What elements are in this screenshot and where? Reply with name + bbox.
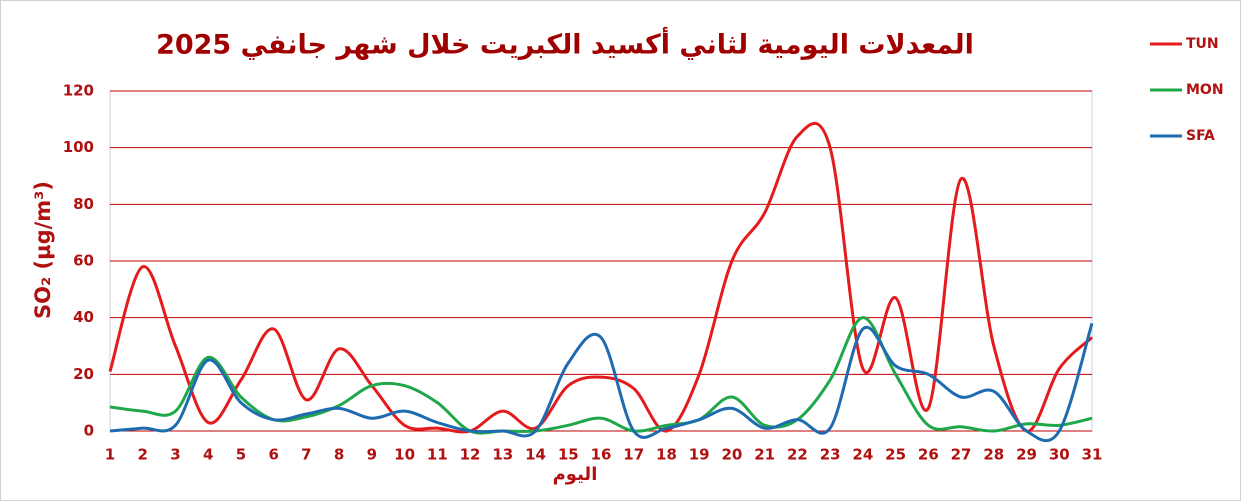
legend-label: TUN	[1186, 36, 1219, 52]
x-tick-label: 17	[623, 446, 644, 464]
x-tick-label: 14	[525, 446, 546, 464]
x-tick-label: 6	[268, 446, 278, 464]
x-tick-label: 26	[918, 446, 939, 464]
x-tick-label: 30	[1049, 446, 1070, 464]
x-tick-label: 1	[105, 446, 115, 464]
x-tick-label: 18	[656, 446, 677, 464]
x-axis-label: اليوم	[553, 464, 598, 485]
x-tick-label: 9	[367, 446, 377, 464]
legend-label: MON	[1186, 82, 1224, 98]
x-tick-label: 10	[394, 446, 415, 464]
x-tick-label: 11	[427, 446, 448, 464]
x-tick-label: 25	[885, 446, 906, 464]
y-tick-label: 120	[63, 82, 94, 100]
x-tick-label: 20	[721, 446, 742, 464]
x-tick-label: 29	[1016, 446, 1037, 464]
x-tick-label: 27	[951, 446, 972, 464]
chart-title: المعدلات اليومية لثاني أكسيد الكبريت خلا…	[156, 27, 974, 61]
series-line	[109, 322, 1094, 443]
x-tick-label: 3	[170, 446, 180, 464]
y-tick-label: 40	[73, 308, 94, 326]
y-tick-label: 60	[73, 252, 94, 270]
x-tick-label: 21	[754, 446, 775, 464]
x-tick-label: 2	[138, 446, 148, 464]
x-tick-label: 23	[820, 446, 841, 464]
y-axis-label: SO₂ (µg/m³)	[31, 181, 55, 319]
y-tick-label: 20	[73, 365, 94, 383]
y-tick-label: 100	[63, 138, 94, 156]
x-tick-label: 4	[203, 446, 213, 464]
x-tick-label: 8	[334, 446, 344, 464]
x-tick-label: 12	[460, 446, 481, 464]
x-tick-label: 15	[558, 446, 579, 464]
x-tick-label: 31	[1082, 446, 1103, 464]
legend-label: SFA	[1186, 128, 1215, 144]
x-tick-label: 7	[301, 446, 311, 464]
x-tick-label: 24	[852, 446, 873, 464]
y-tick-label: 0	[84, 422, 94, 440]
x-tick-label: 28	[983, 446, 1004, 464]
x-tick-label: 22	[787, 446, 808, 464]
x-tick-label: 19	[689, 446, 710, 464]
series-line	[108, 121, 1094, 434]
y-tick-label: 80	[73, 195, 94, 213]
x-tick-label: 13	[492, 446, 513, 464]
x-tick-label: 16	[591, 446, 612, 464]
x-tick-label: 5	[236, 446, 246, 464]
